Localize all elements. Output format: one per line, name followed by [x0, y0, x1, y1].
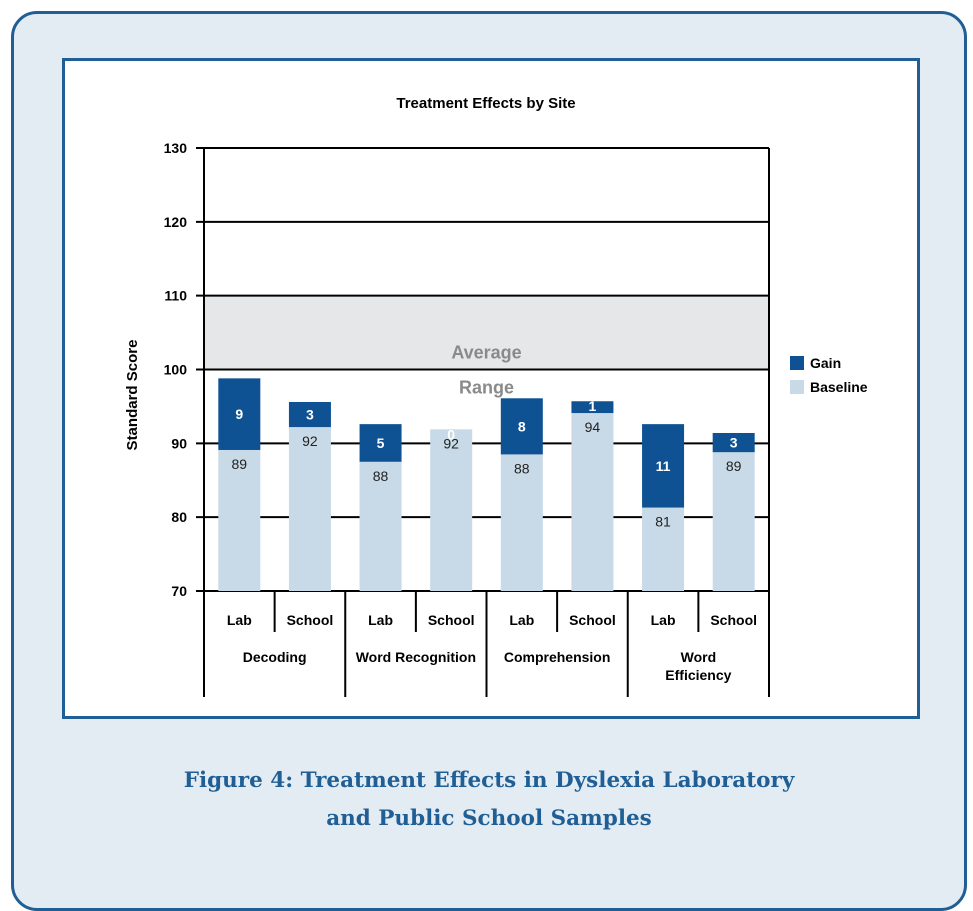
- legend-label: Baseline: [810, 379, 868, 395]
- gain-value-label: 11: [656, 458, 671, 474]
- baseline-value-label: 81: [655, 514, 671, 530]
- figure-caption: Figure 4: Treatment Effects in Dyslexia …: [60, 762, 918, 838]
- y-tick-label: 100: [164, 362, 188, 378]
- baseline-bar: [288, 427, 331, 591]
- group-label: Comprehension: [504, 649, 611, 665]
- chart-title: Treatment Effects by Site: [396, 95, 575, 112]
- gain-value-label: 0: [447, 426, 455, 442]
- baseline-value-label: 89: [232, 456, 248, 472]
- gain-bar: [218, 378, 261, 450]
- x-tick-label: Lab: [651, 612, 676, 628]
- group-label: Word: [681, 649, 717, 665]
- y-tick-label: 90: [171, 435, 187, 451]
- x-tick-label: Lab: [227, 612, 252, 628]
- x-tick-label: School: [287, 612, 334, 628]
- baseline-bar: [571, 413, 614, 591]
- baseline-bar: [712, 452, 755, 591]
- x-tick-label: Lab: [509, 612, 534, 628]
- baseline-value-label: 88: [373, 468, 389, 484]
- y-tick-label: 80: [171, 509, 187, 525]
- baseline-bar: [359, 461, 402, 591]
- gain-value-label: 9: [235, 406, 243, 422]
- gain-bar: [500, 398, 543, 455]
- baseline-bar: [218, 449, 261, 591]
- x-tick-label: School: [569, 612, 616, 628]
- baseline-value-label: 94: [585, 419, 601, 435]
- y-tick-label: 130: [164, 140, 188, 156]
- y-tick-label: 110: [164, 288, 187, 304]
- y-axis-label: Standard Score: [124, 340, 141, 451]
- x-tick-label: School: [710, 612, 757, 628]
- caption-line-2: and Public School Samples: [326, 806, 652, 831]
- group-label: Efficiency: [665, 667, 731, 683]
- y-tick-label: 120: [164, 214, 188, 230]
- x-tick-label: Lab: [368, 612, 393, 628]
- gain-value-label: 1: [589, 398, 597, 414]
- baseline-value-label: 89: [726, 458, 742, 474]
- group-label: Decoding: [243, 649, 307, 665]
- baseline-bar: [430, 429, 473, 591]
- gain-value-label: 3: [306, 407, 314, 423]
- average-range-label: Range: [459, 378, 514, 398]
- legend-swatch: [790, 380, 804, 394]
- gain-value-label: 5: [377, 435, 385, 451]
- gain-bar: [288, 401, 331, 428]
- legend-swatch: [790, 356, 804, 370]
- average-range-band: [204, 295, 769, 370]
- gain-value-label: 8: [518, 418, 526, 434]
- gain-bar: [359, 424, 402, 462]
- caption-line-1: Figure 4: Treatment Effects in Dyslexia …: [183, 768, 795, 793]
- baseline-value-label: 92: [302, 433, 318, 449]
- x-tick-label: School: [428, 612, 475, 628]
- average-range-label: Average: [451, 343, 521, 363]
- legend-label: Gain: [810, 355, 841, 371]
- gain-bar: [712, 432, 755, 453]
- baseline-value-label: 92: [443, 435, 459, 451]
- gain-value-label: 3: [730, 435, 738, 451]
- baseline-bar: [500, 454, 543, 591]
- group-label: Word Recognition: [356, 649, 476, 665]
- baseline-bar: [642, 507, 685, 591]
- gain-bar: [571, 401, 614, 414]
- baseline-value-label: 88: [514, 460, 530, 476]
- gain-bar: [642, 424, 685, 508]
- y-tick-label: 70: [171, 583, 187, 599]
